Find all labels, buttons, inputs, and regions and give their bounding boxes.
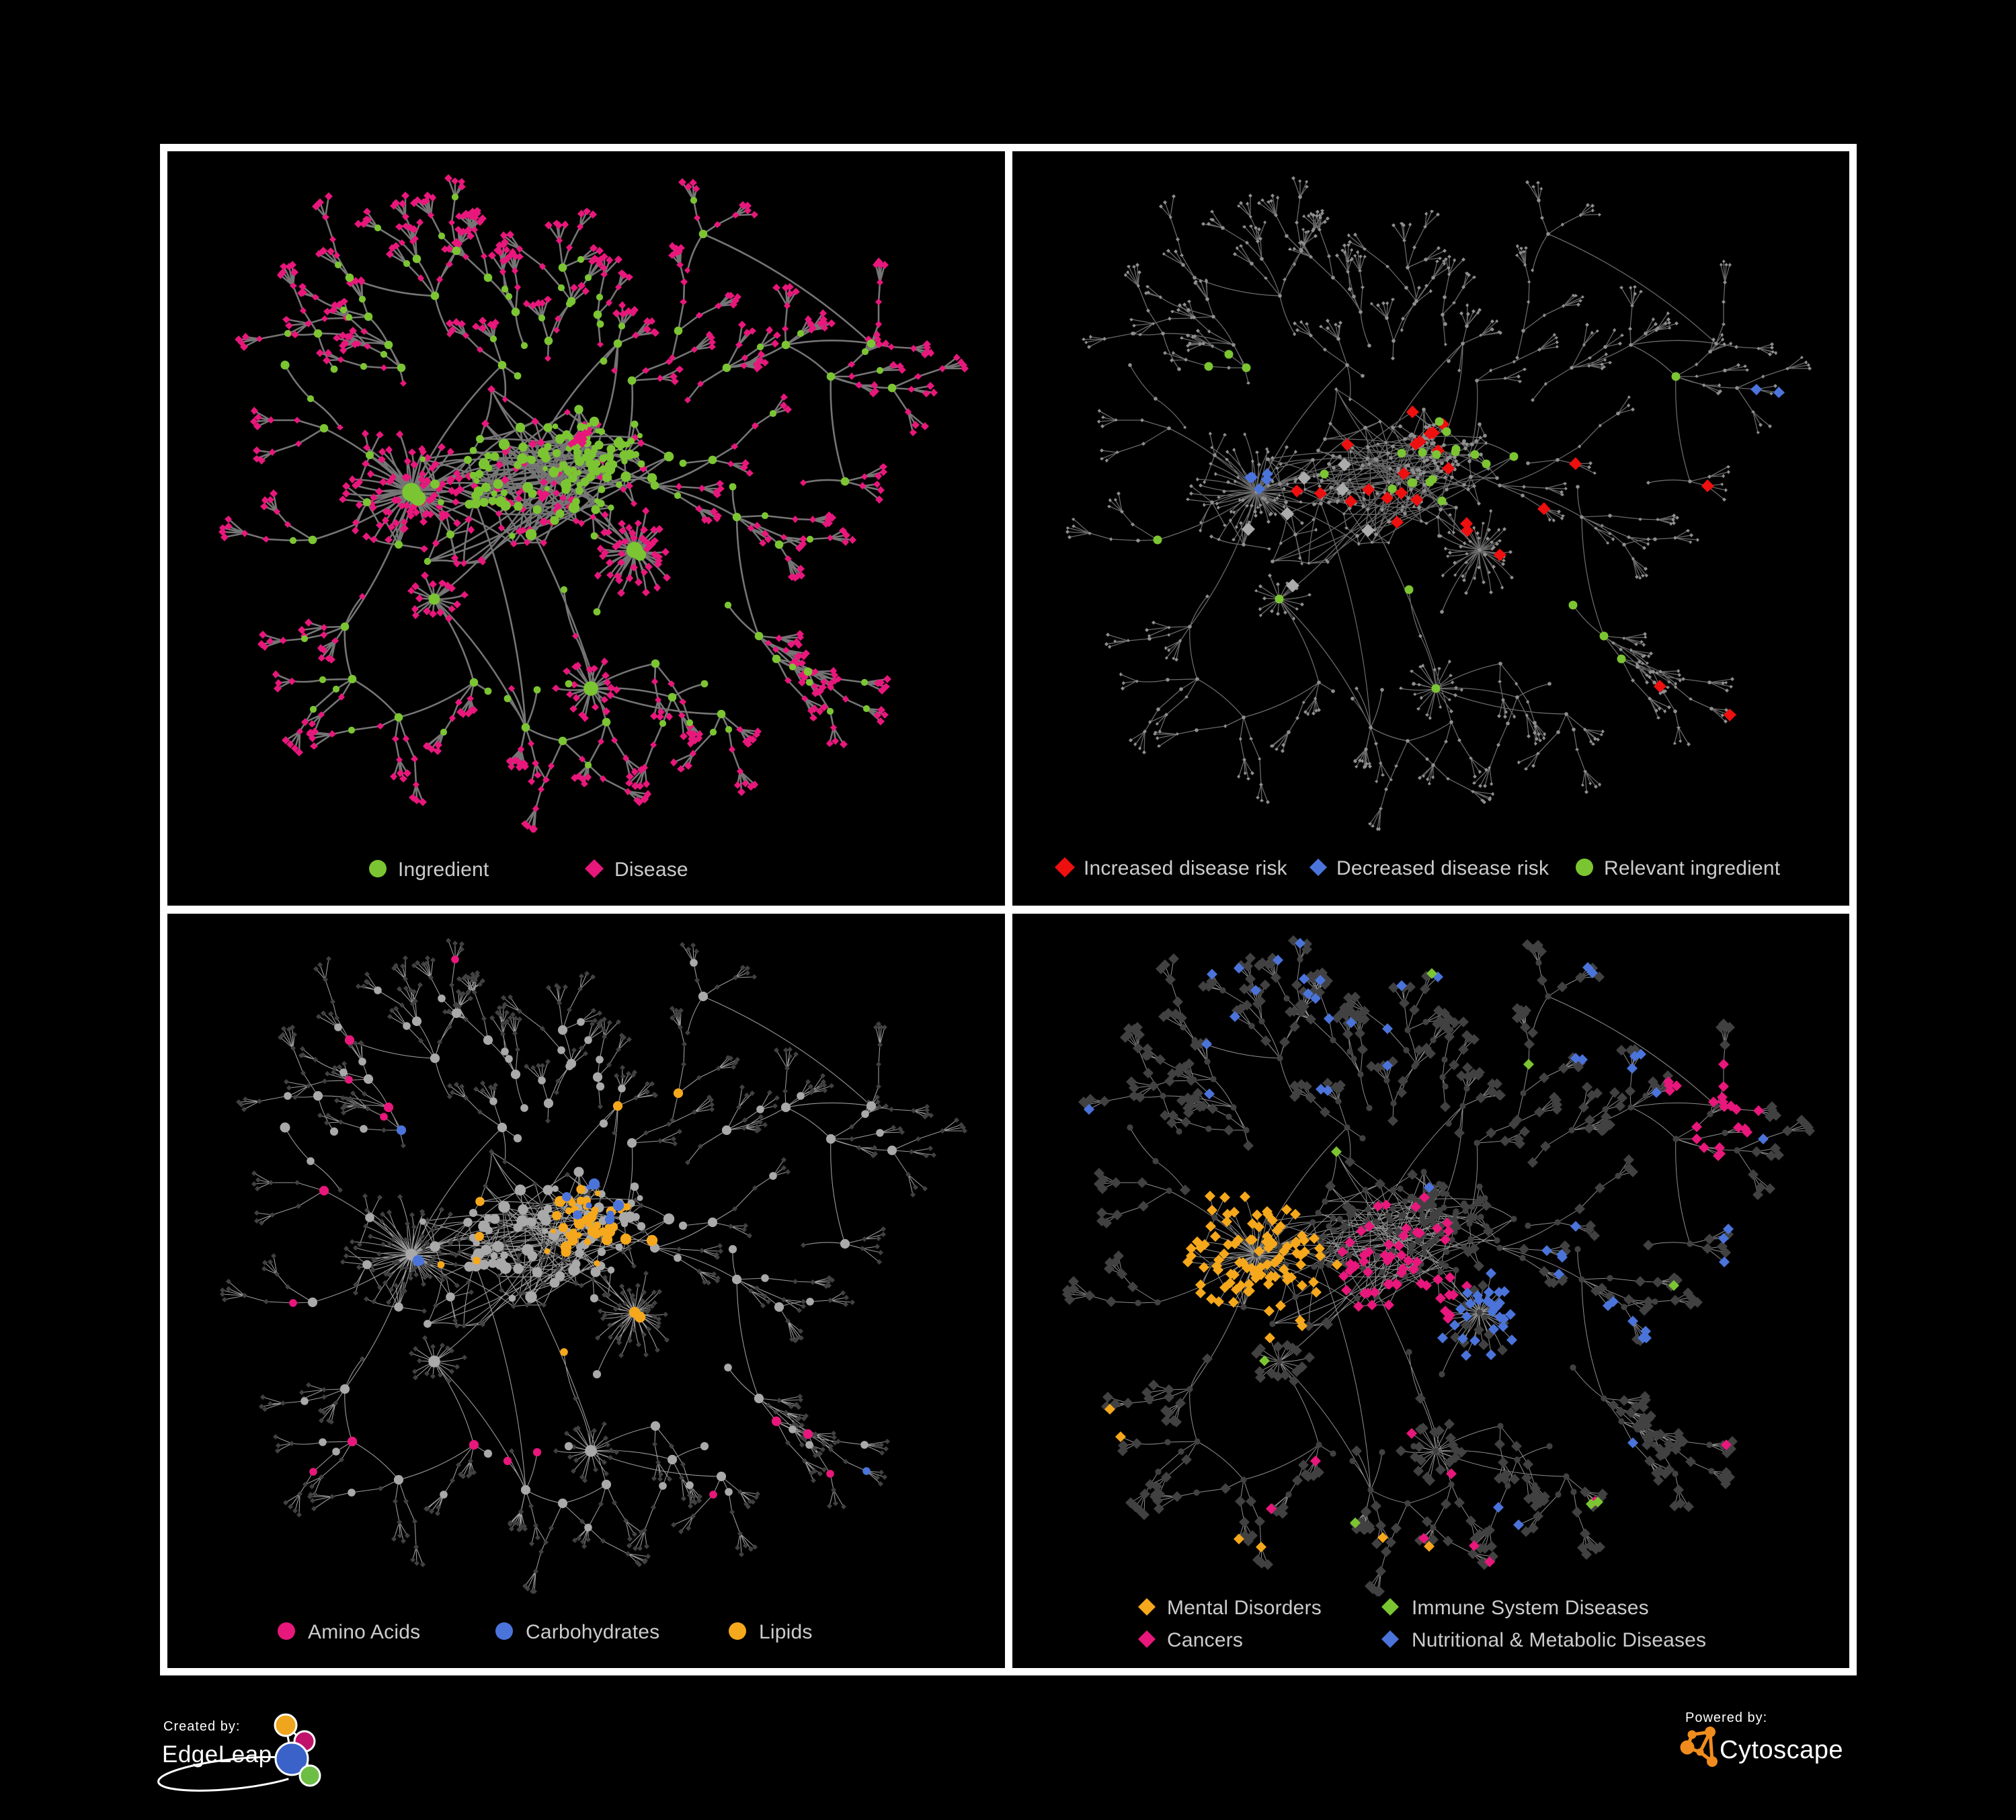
svg-text:Powered by:: Powered by: bbox=[1685, 1710, 1767, 1725]
svg-text:Cytoscape: Cytoscape bbox=[1720, 1736, 1843, 1764]
svg-text:Lipids: Lipids bbox=[759, 1621, 813, 1643]
svg-text:Relevant ingredient: Relevant ingredient bbox=[1604, 857, 1781, 879]
svg-text:Created by:: Created by: bbox=[163, 1719, 240, 1734]
svg-text:Amino Acids: Amino Acids bbox=[308, 1621, 420, 1643]
svg-text:Immune System Diseases: Immune System Diseases bbox=[1412, 1597, 1649, 1619]
svg-text:Cancers: Cancers bbox=[1167, 1629, 1243, 1651]
svg-text:Ingredient: Ingredient bbox=[398, 859, 489, 881]
svg-text:Carbohydrates: Carbohydrates bbox=[526, 1621, 659, 1643]
svg-text:Increased disease risk: Increased disease risk bbox=[1084, 857, 1288, 879]
svg-text:Mental Disorders: Mental Disorders bbox=[1167, 1597, 1322, 1619]
svg-text:EdgeLeap: EdgeLeap bbox=[162, 1741, 272, 1768]
svg-text:Nutritional & Metabolic Diseas: Nutritional & Metabolic Diseases bbox=[1412, 1629, 1706, 1651]
svg-text:Decreased disease risk: Decreased disease risk bbox=[1336, 857, 1549, 879]
svg-text:Disease: Disease bbox=[614, 859, 688, 881]
